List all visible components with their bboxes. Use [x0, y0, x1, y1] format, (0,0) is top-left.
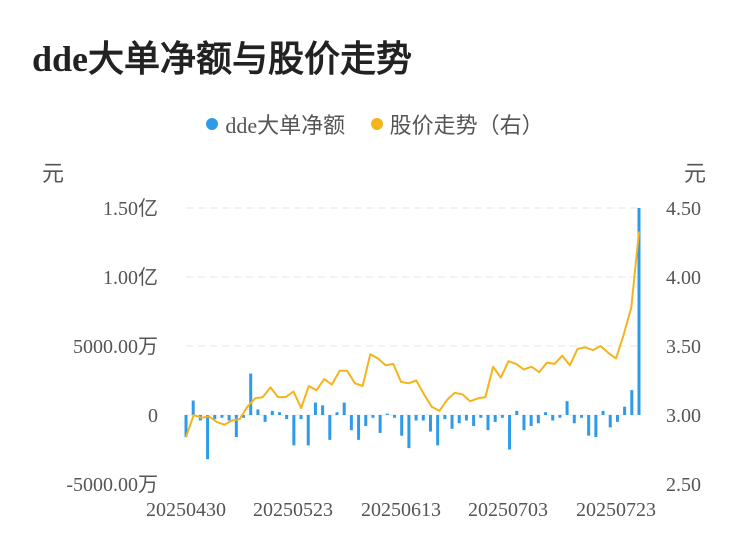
x-tick-label: 20250723 [576, 499, 656, 521]
dde-bar [313, 402, 317, 415]
dde-bar [544, 412, 548, 415]
left-tick-label: 1.50亿 [103, 197, 158, 220]
dde-bar [587, 415, 591, 436]
dde-bar [393, 415, 397, 418]
dde-bar [486, 415, 490, 431]
legend-item-price[interactable]: 股价走势（右） [370, 108, 544, 140]
right-axis-unit: 元 [684, 161, 707, 186]
left-axis-unit: 元 [42, 161, 65, 186]
dde-bar [234, 415, 238, 438]
left-tick-label: 5000.00万 [73, 336, 158, 358]
dde-bar [522, 415, 526, 431]
dde-bar [472, 415, 476, 427]
dde-bar [479, 415, 483, 418]
dde-bar [565, 401, 569, 415]
dde-bar [421, 415, 425, 421]
dde-bar [213, 415, 217, 420]
dde-bar [342, 402, 346, 415]
dde-bar [263, 415, 267, 422]
dde-bar [536, 415, 540, 424]
dde-bar [349, 415, 353, 431]
dde-bar [357, 415, 361, 440]
dde-bar [414, 415, 418, 421]
chart-title: dde大单净额与股价走势 [32, 39, 413, 79]
dde-bar [242, 415, 246, 418]
dde-bar [277, 412, 281, 415]
x-tick-label: 20250523 [253, 499, 333, 521]
left-tick-label: 1.00亿 [103, 266, 158, 289]
dde-bar [615, 415, 619, 422]
dde-bar [292, 415, 296, 446]
dde-bar [515, 410, 519, 415]
dde-bar [579, 415, 583, 418]
dde-bar [558, 415, 562, 418]
dde-bar [623, 406, 627, 415]
dde-bar [206, 415, 210, 460]
dde-bar [378, 415, 382, 433]
dde-bar [608, 415, 612, 428]
dde-bar [299, 415, 303, 420]
right-tick-label: 4.50 [666, 198, 701, 220]
x-tick-label: 20250430 [146, 499, 226, 521]
dde-bar [443, 415, 447, 420]
legend-dot-dde [206, 118, 219, 130]
right-tick-label: 4.00 [666, 267, 701, 289]
dde-bar [436, 415, 440, 446]
x-tick-label: 20250703 [468, 499, 548, 521]
dde-bar [508, 415, 512, 450]
dde-bar [450, 415, 454, 429]
legend-label-price: 股价走势（右） [389, 113, 544, 138]
legend-dot-price [370, 118, 383, 130]
dde-bar [572, 415, 576, 424]
dde-bar [328, 415, 332, 440]
dde-bar [227, 415, 231, 421]
x-tick-label: 20250613 [361, 499, 441, 521]
dde-bar [407, 415, 411, 449]
dde-bar [270, 410, 274, 415]
dde-bar [500, 415, 504, 418]
dde-bar [191, 400, 195, 415]
dde-bar [551, 415, 555, 421]
dde-bar [428, 415, 432, 432]
dde-bar [184, 415, 188, 438]
dde-bar [493, 415, 497, 422]
dde-bar [400, 415, 404, 436]
dde-bar [464, 415, 468, 421]
left-tick-label: -5000.00万 [66, 474, 158, 496]
legend-label-dde: dde大单净额 [225, 113, 346, 138]
legend: dde大单净额 股价走势（右） [0, 108, 750, 140]
dde-bar [220, 415, 224, 418]
dde-bar [457, 415, 461, 424]
dde-bar [385, 413, 389, 415]
dde-bar [306, 415, 310, 446]
dde-bar [285, 415, 289, 420]
dde-bar [335, 412, 339, 415]
dde-bar [529, 415, 533, 427]
right-tick-label: 3.00 [666, 405, 701, 427]
dde-bar [371, 415, 375, 418]
dde-bar [321, 405, 325, 415]
right-tick-label: 2.50 [666, 474, 701, 496]
dde-bar [630, 390, 634, 415]
legend-item-dde[interactable]: dde大单净额 [206, 108, 345, 140]
price-line [185, 231, 640, 438]
dde-bar [637, 208, 641, 415]
dde-bar [594, 415, 598, 438]
dde-bar [249, 373, 253, 415]
left-tick-label: 0 [148, 405, 158, 427]
right-tick-label: 3.50 [666, 336, 701, 358]
dde-bar [364, 415, 368, 427]
dde-bar [256, 409, 260, 415]
dde-bar [601, 410, 605, 415]
